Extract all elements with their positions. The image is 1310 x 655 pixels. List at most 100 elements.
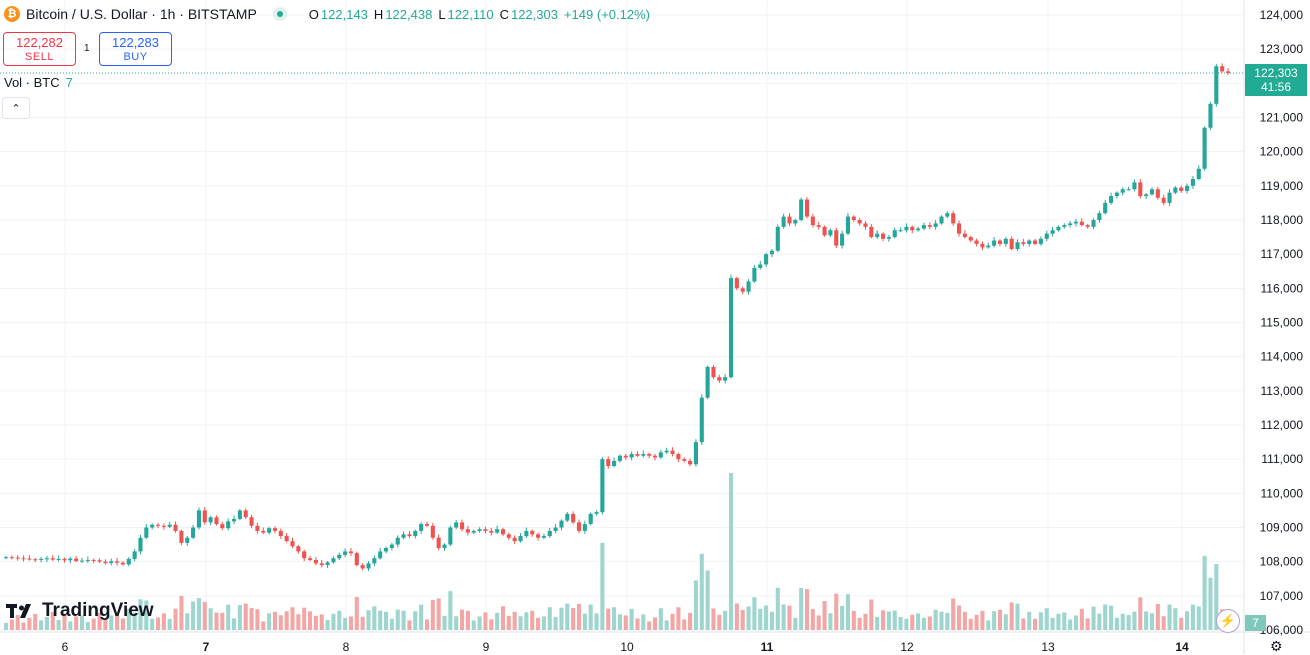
volume-bar [272,611,278,630]
volume-legend[interactable]: Vol · BTC 7 [4,75,73,90]
candle [62,557,67,563]
candle [997,239,1003,247]
volume-bar [1085,618,1090,630]
candle-body [489,530,494,533]
candle-body [886,237,891,239]
candle [109,558,114,566]
volume-bar [33,613,38,630]
candle [307,555,313,562]
tradingview-logo-icon [6,604,31,618]
volume-bar [378,610,383,630]
candle [366,560,371,571]
candle-body [1161,197,1166,203]
candle [875,230,880,239]
candle-body [348,551,354,554]
candle-body [272,528,278,531]
buy-button[interactable]: 122,283 BUY [99,32,172,66]
candle [1103,200,1108,215]
candle-body [1179,187,1184,191]
candle-body [44,558,49,560]
ohlc-close: C 122,303 [499,6,558,22]
volume-bar [1132,611,1137,630]
candle-body [863,223,868,227]
volume-bar [641,614,646,630]
candle-body [284,536,289,542]
volume-bar [617,614,622,630]
time-axis[interactable]: 6 7 8 9 10 11 12 13 14 [62,640,1189,654]
volume-bar [243,603,248,630]
candle [9,555,14,560]
volume-bar [50,611,55,630]
candle [699,394,704,445]
candle [1109,192,1114,205]
candle [278,528,283,539]
candle-body [424,524,430,526]
candle-body [536,534,541,538]
price-axis[interactable]: 124,000123,000122,000121,000120,000119,0… [1260,8,1304,637]
candle-body [249,517,254,526]
candle [992,237,997,248]
candle-body [395,537,400,545]
candle [460,519,465,532]
sell-button[interactable]: 122,282 SELL [3,32,76,66]
candle-body [986,245,991,248]
candle [740,286,745,295]
price-tick-label: 108,000 [1260,555,1304,569]
candle [682,457,687,463]
candle-body [366,563,371,569]
candle [904,223,909,233]
candle [962,230,967,239]
candle-body [506,534,511,538]
symbol-legend[interactable]: ₿ Bitcoin / U.S. Dollar · 1h · BITSTAMP … [4,6,656,22]
volume-bar [734,603,739,630]
volume-bar [307,611,313,630]
candle [284,533,289,543]
candle-body [1103,202,1108,214]
lightning-icon[interactable]: ⚡ [1216,609,1240,633]
candle-body [951,213,956,224]
candle [115,557,120,566]
volume-bar [21,622,26,630]
candle-body [717,377,722,381]
gear-icon[interactable]: ⚙ [1270,638,1283,654]
volume-bar [267,613,272,630]
candle-body [1079,221,1084,226]
symbol-title[interactable]: Bitcoin / U.S. Dollar · 1h · BITSTAMP [26,6,257,22]
candle [97,558,102,564]
candle [910,225,915,234]
candle-body [419,524,424,531]
volume-bar [588,604,593,630]
candle-body [530,530,535,535]
candle [471,529,476,534]
market-status-icon[interactable] [272,7,287,21]
volume-bar [9,619,14,630]
candle-body [21,558,26,560]
candle [1208,101,1213,131]
candle-body [553,527,558,531]
collapse-legend-button[interactable]: ⌃ [2,97,30,119]
volume-bar [1196,606,1201,630]
volume-bar [249,608,254,630]
volume-bar [1114,617,1119,630]
candle [688,458,693,467]
volume-bar [3,622,9,630]
candle-body [898,230,903,232]
ohlc-high: H 122,438 [373,6,433,22]
candle-body [237,510,242,519]
candle-body [571,513,576,523]
volume-bar [313,615,318,630]
volume-bar [91,618,96,630]
volume-bar [372,606,377,630]
volume-bar [553,616,558,630]
volume-bar [167,618,172,630]
candle-body [793,220,798,224]
volume-bar [389,618,394,630]
candle [822,225,827,237]
tradingview-logo[interactable]: TradingView [6,600,154,622]
candle-body [150,524,155,528]
volume-bar [407,620,412,630]
candle [536,532,541,541]
candle [939,215,944,225]
